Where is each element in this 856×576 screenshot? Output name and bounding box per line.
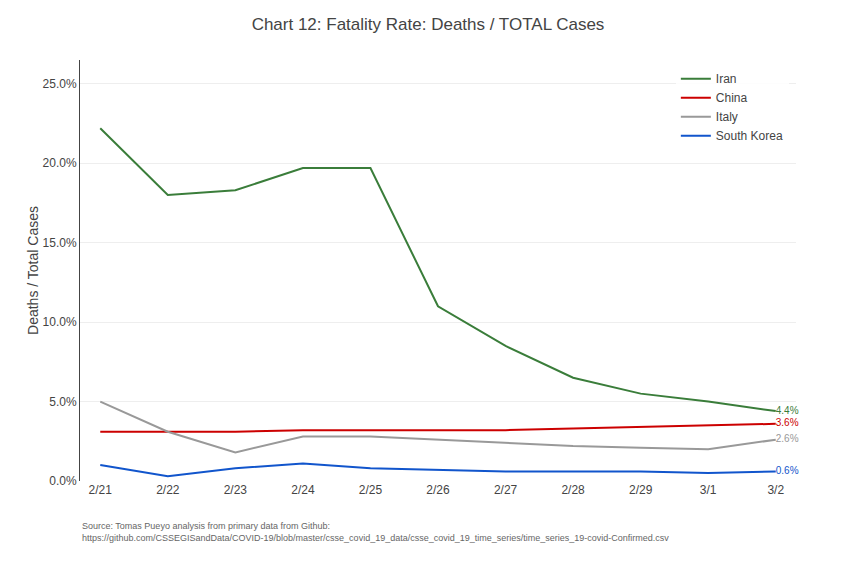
svg-text:2/29: 2/29 (629, 483, 653, 497)
svg-text:3/2: 3/2 (767, 483, 784, 497)
svg-text:5.0%: 5.0% (49, 395, 77, 409)
svg-text:China: China (716, 91, 748, 105)
svg-text:2/25: 2/25 (359, 483, 383, 497)
svg-text:2/21: 2/21 (89, 483, 113, 497)
svg-text:2/24: 2/24 (291, 483, 315, 497)
svg-text:2.6%: 2.6% (776, 433, 799, 444)
svg-text:Iran: Iran (716, 72, 737, 86)
svg-text:Deaths / Total Cases: Deaths / Total Cases (25, 206, 41, 335)
svg-text:2/27: 2/27 (494, 483, 518, 497)
svg-text:South Korea: South Korea (716, 129, 783, 143)
svg-text:20.0%: 20.0% (43, 156, 77, 170)
svg-text:15.0%: 15.0% (43, 236, 77, 250)
svg-text:0.6%: 0.6% (776, 465, 799, 476)
svg-text:2/23: 2/23 (224, 483, 248, 497)
svg-text:2/28: 2/28 (561, 483, 585, 497)
svg-text:3/1: 3/1 (700, 483, 717, 497)
svg-text:Italy: Italy (716, 110, 738, 124)
svg-text:0.0%: 0.0% (49, 474, 77, 488)
svg-text:Source: Tomas Pueyo analysis f: Source: Tomas Pueyo analysis from primar… (82, 521, 669, 543)
svg-text:10.0%: 10.0% (43, 315, 77, 329)
svg-text:2/26: 2/26 (426, 483, 450, 497)
svg-text:4.4%: 4.4% (776, 405, 799, 416)
svg-text:Chart 12: Fatality Rate: Death: Chart 12: Fatality Rate: Deaths / TOTAL … (252, 15, 605, 34)
svg-text:25.0%: 25.0% (43, 77, 77, 91)
svg-text:2/22: 2/22 (156, 483, 180, 497)
svg-text:3.6%: 3.6% (776, 417, 799, 428)
